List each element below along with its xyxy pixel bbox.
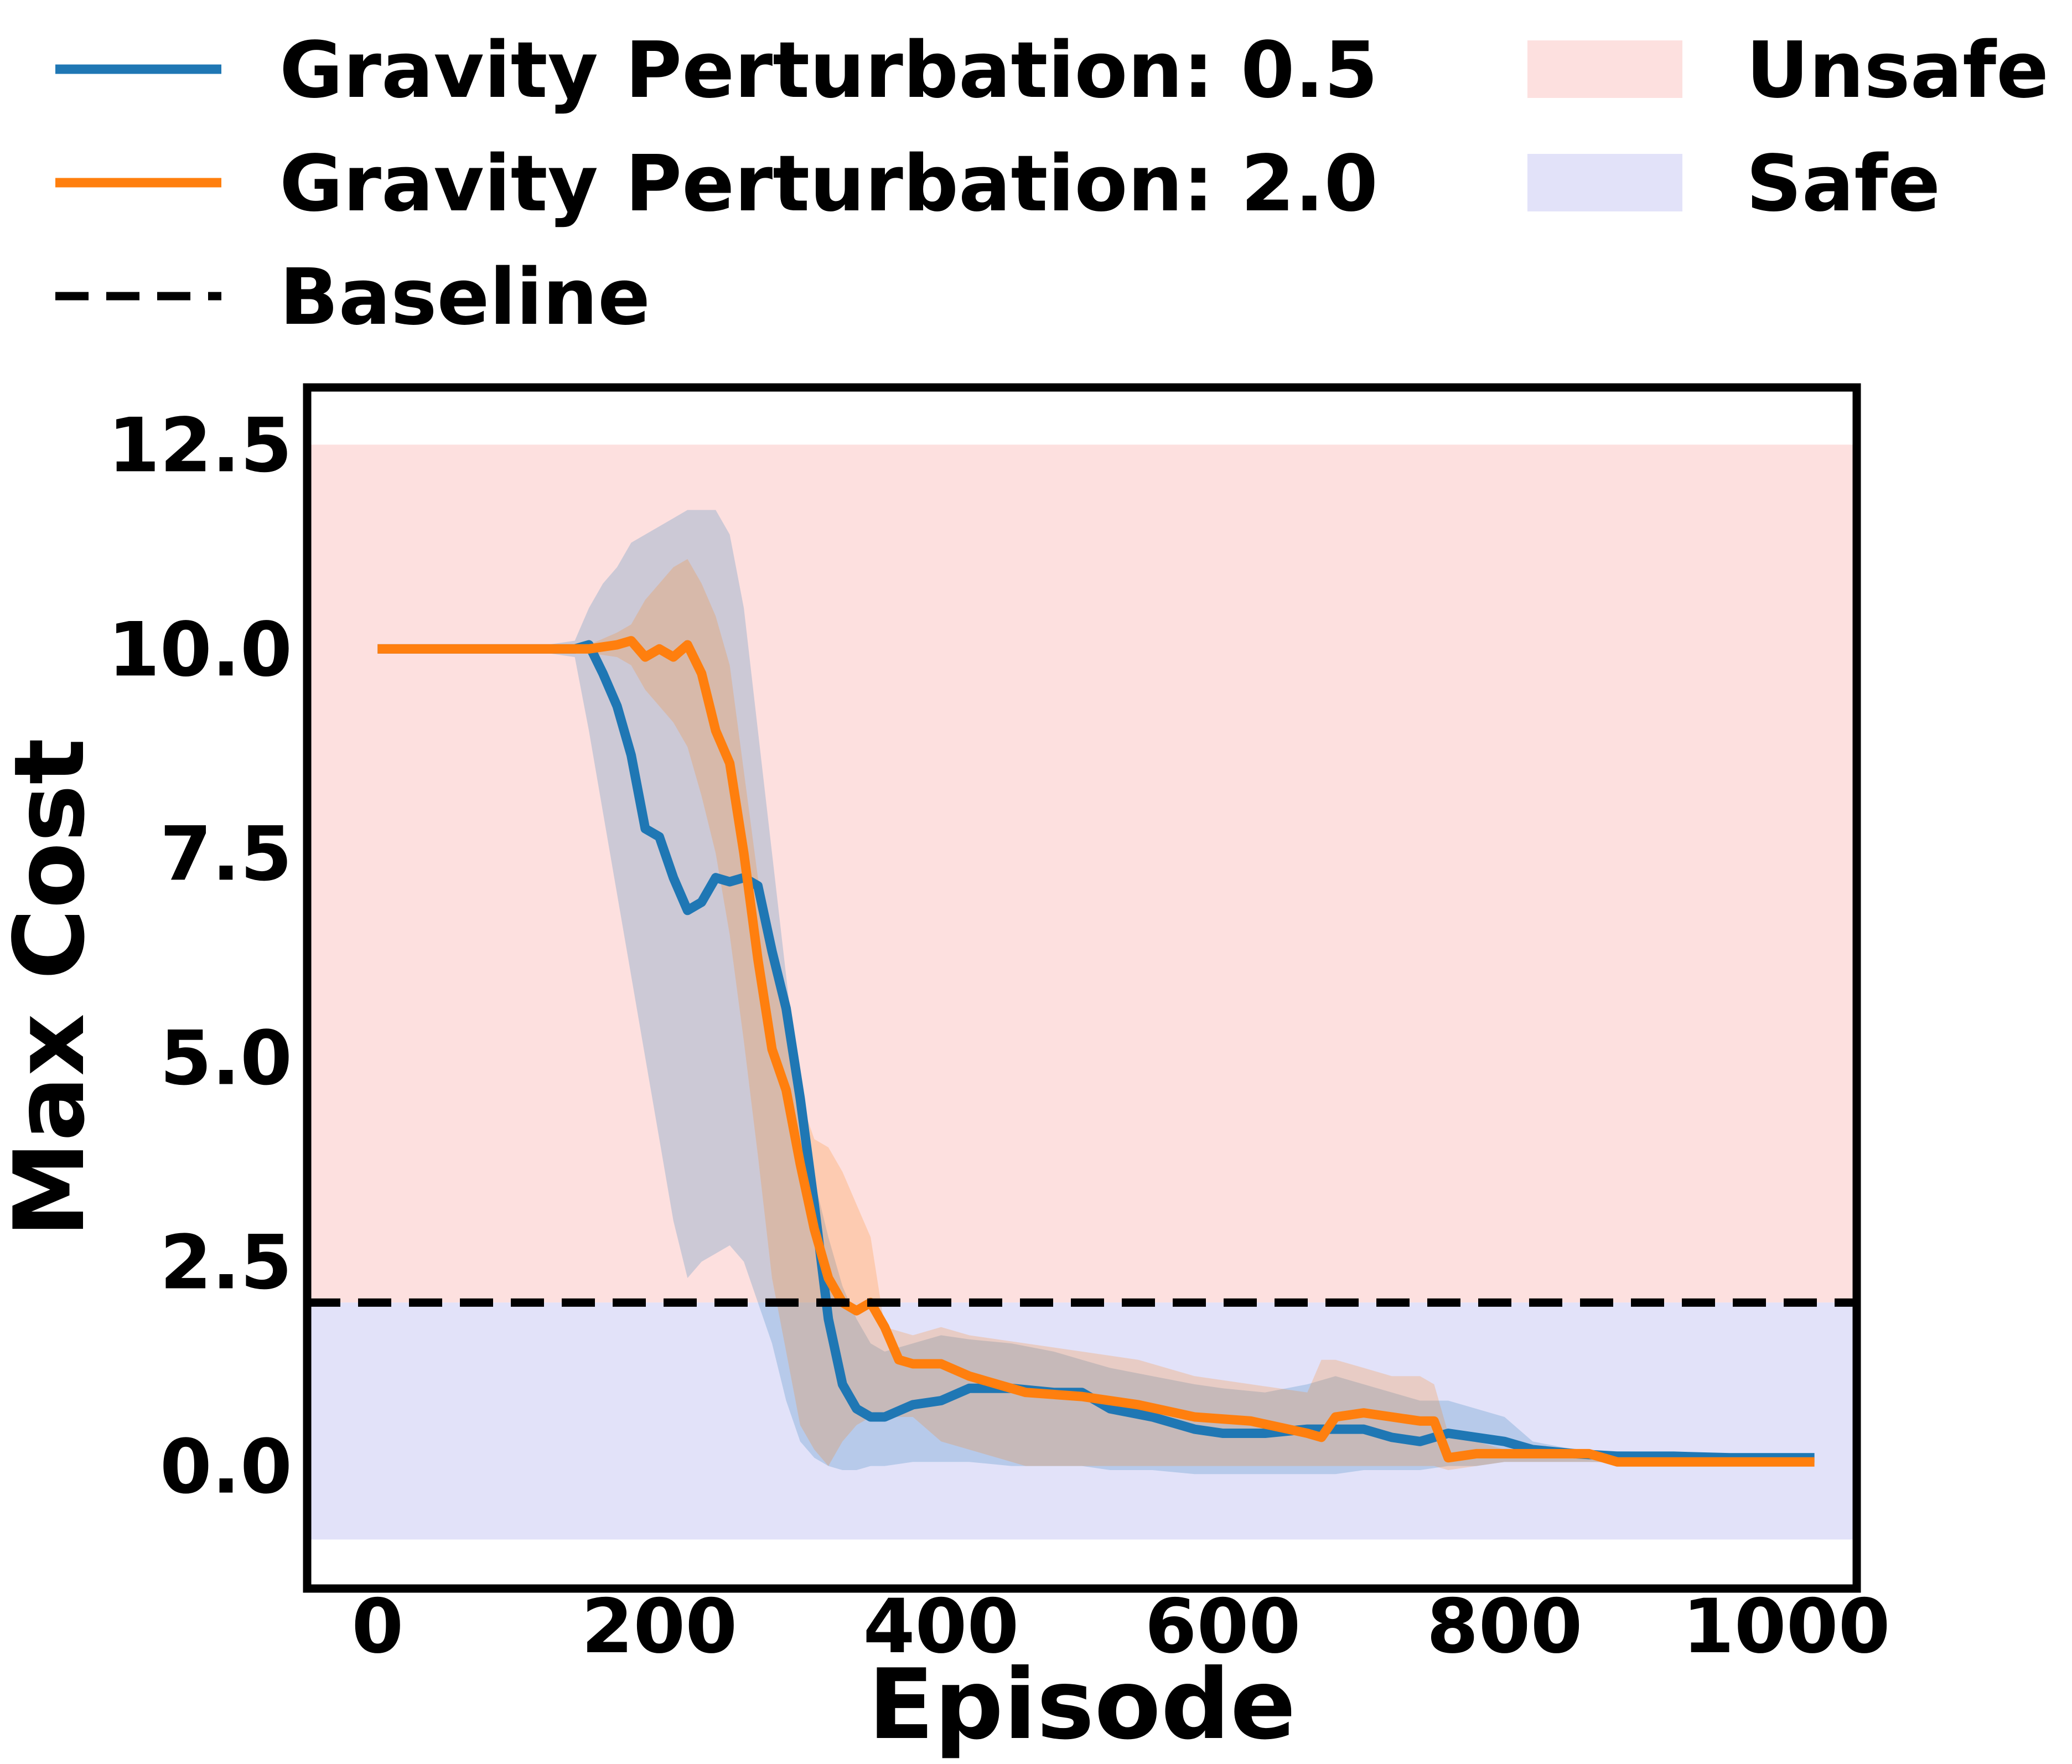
x-tick-label: 0 (351, 1583, 403, 1670)
legend-label: Safe (1746, 139, 1940, 229)
x-tick-label: 400 (863, 1583, 1019, 1670)
legend-item: Gravity Perturbation: 2.0 (55, 139, 1378, 229)
plot-frame (303, 383, 1861, 1593)
y-tick-label: 10.0 (108, 606, 292, 693)
legend-item: Gravity Perturbation: 0.5 (55, 25, 1378, 116)
x-tick-label: 1000 (1682, 1583, 1890, 1670)
legend-label: Baseline (279, 252, 650, 343)
series-band-1 (377, 510, 1815, 1475)
legend-label: Gravity Perturbation: 0.5 (279, 25, 1378, 116)
series-line-2 (377, 636, 1815, 1467)
legend-label: Unsafe (1746, 25, 2049, 116)
x-axis: 0 200 400 600 800 1000 (351, 1583, 1890, 1670)
x-tick-label: 600 (1145, 1583, 1301, 1670)
y-tick-label: 5.0 (160, 1015, 292, 1101)
y-tick-label: 2.5 (160, 1219, 292, 1306)
y-axis: 0.0 2.5 5.0 7.5 10.0 12.5 (108, 402, 292, 1510)
legend-item: Unsafe (1527, 25, 2049, 116)
legend-item: Safe (1527, 139, 1940, 229)
plot-area (303, 383, 1861, 1593)
region-safe (307, 1302, 1857, 1540)
region-unsafe (307, 444, 1857, 1303)
legend-swatch (1527, 40, 1682, 98)
y-tick-label: 0.0 (160, 1424, 292, 1510)
legend: Gravity Perturbation: 0.5 Gravity Perturb… (55, 25, 2049, 343)
x-tick-label: 200 (581, 1583, 737, 1670)
legend-swatch (1527, 154, 1682, 211)
x-tick-label: 800 (1427, 1583, 1583, 1670)
y-tick-label: 7.5 (160, 810, 292, 897)
legend-label: Gravity Perturbation: 2.0 (279, 139, 1378, 229)
series-line-1 (377, 640, 1815, 1463)
x-axis-label: Episode (868, 1649, 1296, 1761)
y-tick-label: 12.5 (108, 402, 292, 489)
y-axis-label: Max Cost (0, 738, 106, 1238)
legend-item: Baseline (55, 252, 650, 343)
